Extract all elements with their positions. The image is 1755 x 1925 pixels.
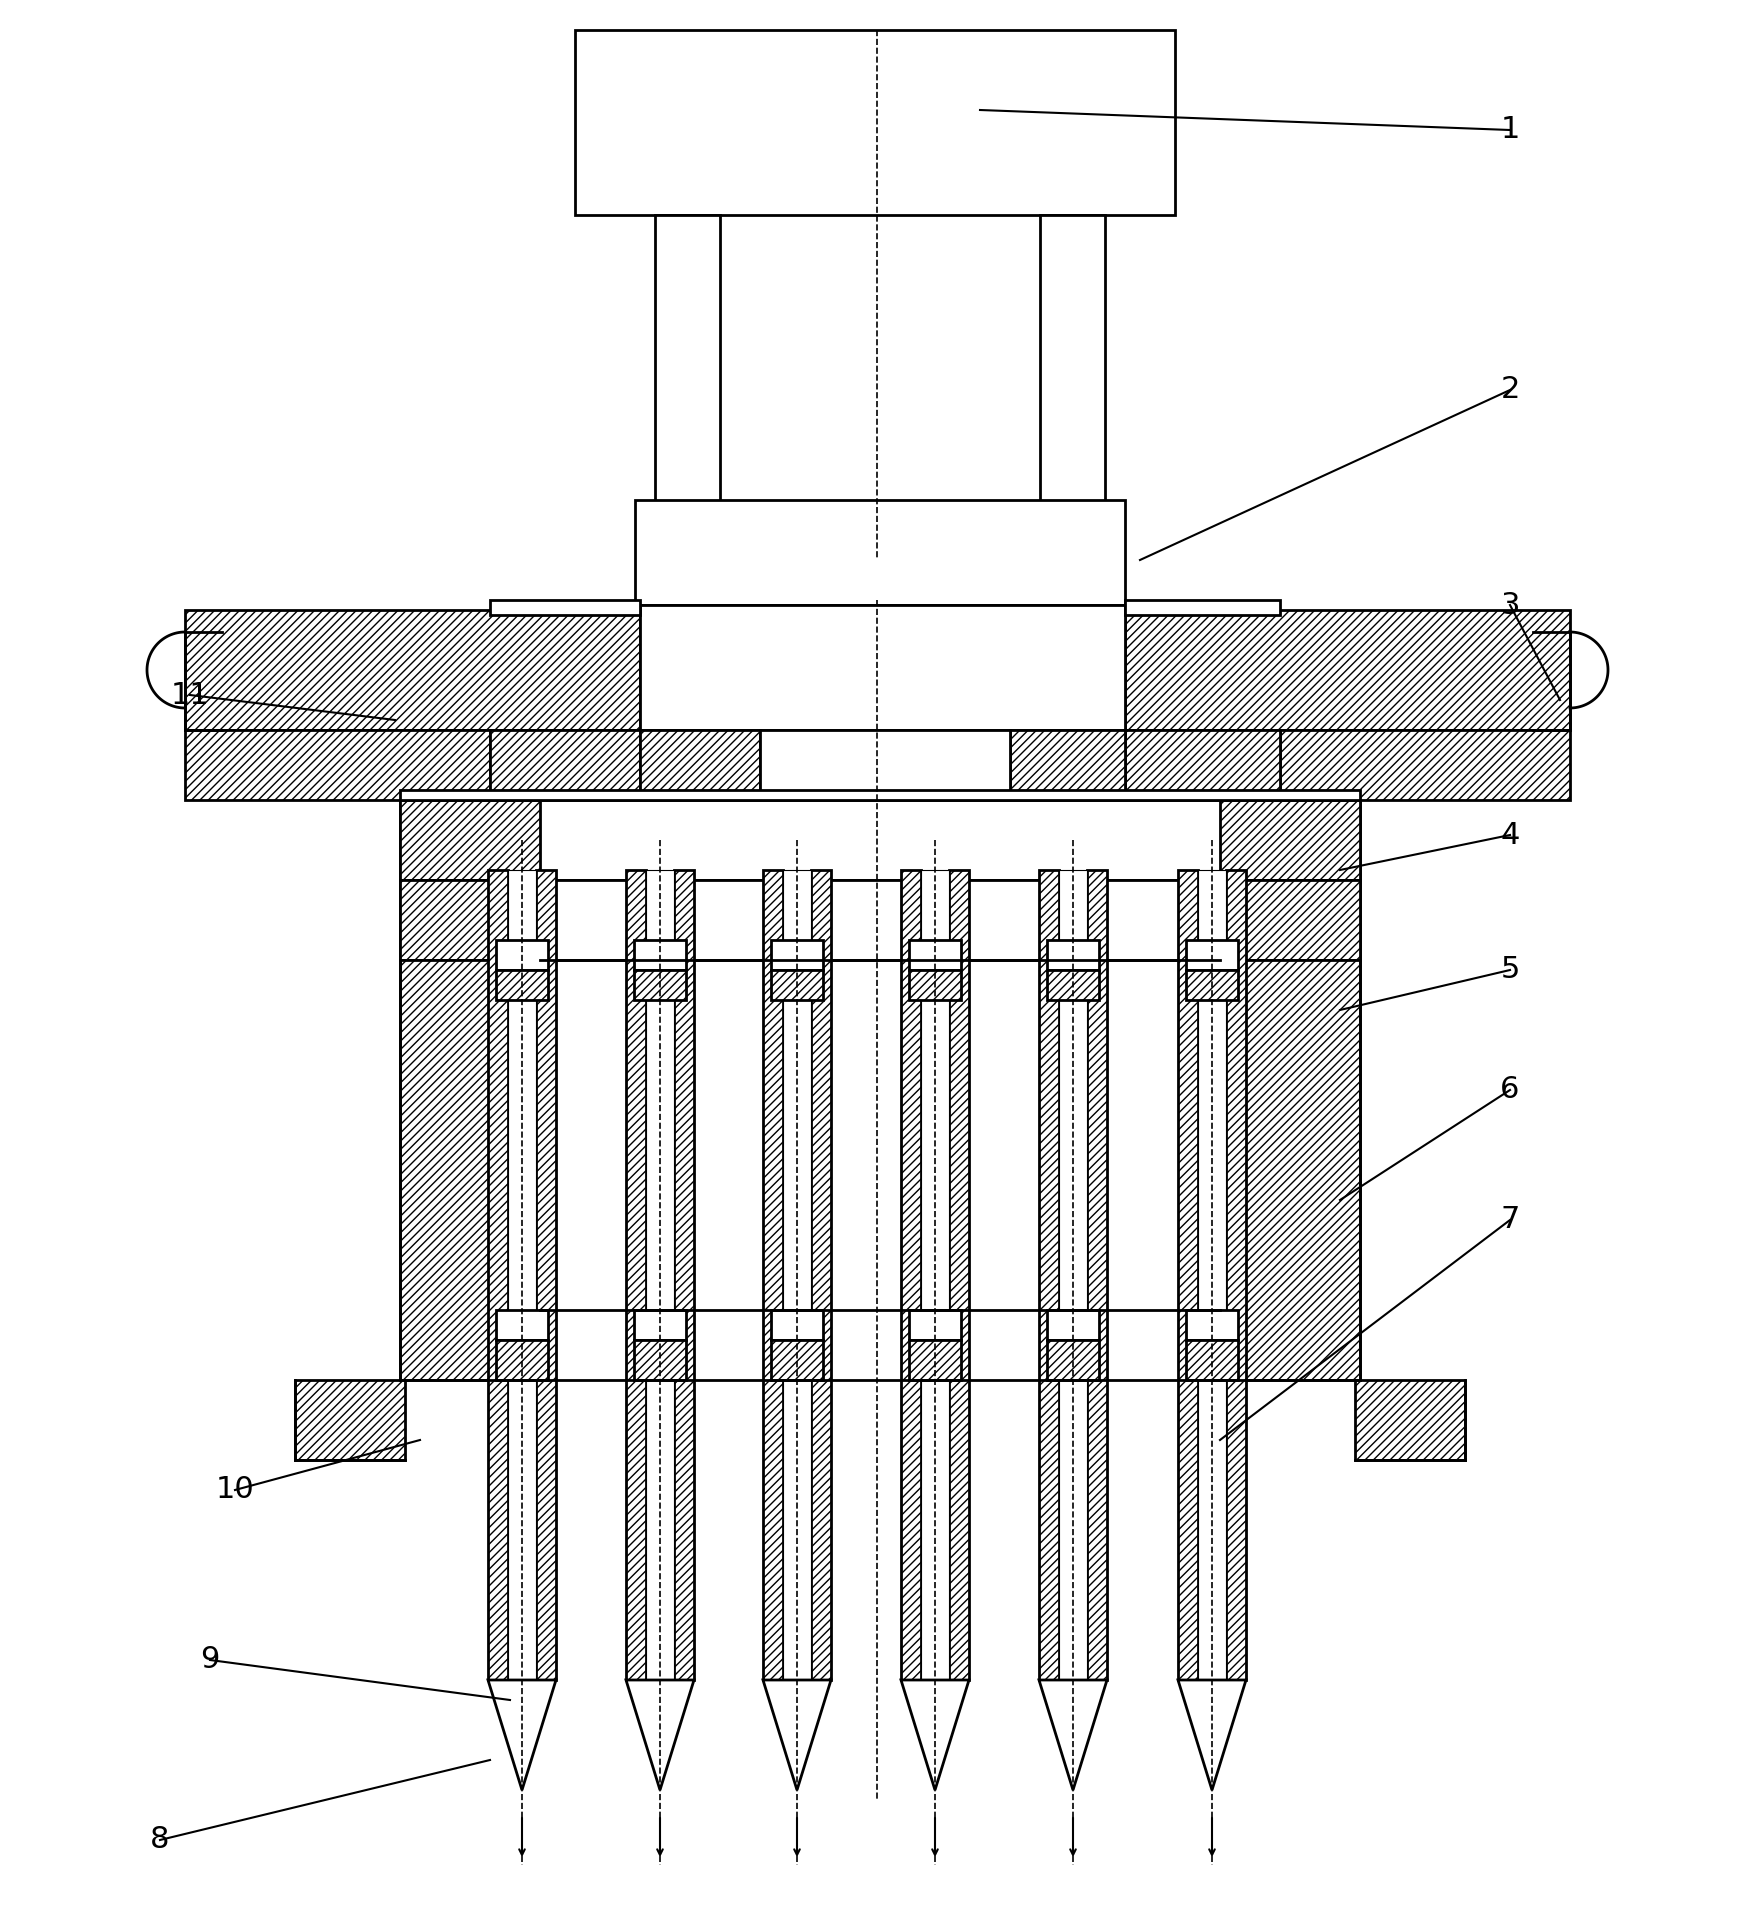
- Bar: [900, 870, 921, 1681]
- Bar: [400, 801, 541, 880]
- Polygon shape: [627, 1681, 693, 1790]
- Bar: [763, 870, 783, 1681]
- Bar: [497, 939, 548, 970]
- Bar: [1186, 970, 1237, 999]
- Bar: [1048, 1340, 1099, 1380]
- Bar: [490, 730, 641, 801]
- Bar: [634, 939, 686, 970]
- Text: 2: 2: [1501, 375, 1520, 404]
- Bar: [646, 870, 674, 1681]
- Bar: [1186, 1311, 1237, 1340]
- Bar: [400, 789, 1360, 801]
- Bar: [921, 870, 949, 1681]
- Bar: [1178, 870, 1199, 1681]
- Bar: [760, 730, 1009, 801]
- Bar: [1048, 939, 1099, 970]
- Bar: [497, 970, 548, 999]
- Polygon shape: [1178, 1681, 1246, 1790]
- Bar: [770, 970, 823, 999]
- Text: 8: 8: [151, 1825, 170, 1854]
- Text: 6: 6: [1501, 1076, 1520, 1105]
- Bar: [1058, 870, 1086, 1681]
- Bar: [811, 870, 832, 1681]
- Bar: [634, 1340, 686, 1380]
- Bar: [641, 604, 1125, 730]
- Text: 9: 9: [200, 1646, 219, 1675]
- Bar: [1355, 1380, 1465, 1459]
- Bar: [909, 970, 962, 999]
- Text: 10: 10: [216, 1475, 254, 1505]
- Bar: [400, 880, 1360, 961]
- Bar: [1125, 730, 1279, 801]
- Bar: [674, 870, 693, 1681]
- Text: 4: 4: [1501, 820, 1520, 849]
- Bar: [909, 939, 962, 970]
- Bar: [634, 1311, 686, 1340]
- Text: 1: 1: [1501, 116, 1520, 144]
- Bar: [1220, 880, 1360, 961]
- Polygon shape: [900, 1681, 969, 1790]
- Polygon shape: [1039, 1681, 1107, 1790]
- Bar: [1227, 870, 1246, 1681]
- Bar: [497, 1340, 548, 1380]
- Bar: [488, 870, 507, 1681]
- Bar: [1220, 961, 1360, 1380]
- Bar: [1086, 870, 1107, 1681]
- Bar: [755, 680, 1009, 745]
- Bar: [400, 880, 541, 961]
- Bar: [634, 970, 686, 999]
- Bar: [184, 610, 641, 730]
- Bar: [1048, 970, 1099, 999]
- Bar: [627, 870, 646, 1681]
- Bar: [655, 216, 720, 560]
- Bar: [1199, 870, 1227, 1681]
- Bar: [1125, 610, 1571, 730]
- Bar: [783, 870, 811, 1681]
- Bar: [1125, 601, 1279, 614]
- Text: 5: 5: [1501, 955, 1520, 984]
- Bar: [770, 1311, 823, 1340]
- Bar: [1048, 1311, 1099, 1340]
- Bar: [400, 961, 541, 1380]
- Bar: [1186, 939, 1237, 970]
- Bar: [706, 604, 1060, 680]
- Text: 11: 11: [170, 681, 209, 710]
- Bar: [497, 1311, 548, 1340]
- Bar: [770, 939, 823, 970]
- Bar: [770, 1340, 823, 1380]
- Bar: [1009, 730, 1125, 801]
- Text: 7: 7: [1501, 1205, 1520, 1234]
- Polygon shape: [763, 1681, 832, 1790]
- Bar: [490, 601, 641, 614]
- Bar: [1186, 1340, 1237, 1380]
- Bar: [909, 1340, 962, 1380]
- Bar: [1039, 870, 1058, 1681]
- Bar: [909, 1311, 962, 1340]
- Bar: [1041, 216, 1106, 560]
- Bar: [535, 870, 556, 1681]
- Bar: [1279, 730, 1571, 801]
- Bar: [1220, 801, 1360, 880]
- Bar: [400, 801, 1360, 880]
- Bar: [641, 730, 760, 801]
- Text: 3: 3: [1501, 591, 1520, 620]
- Polygon shape: [488, 1681, 556, 1790]
- Bar: [576, 31, 1176, 216]
- Bar: [184, 730, 490, 801]
- Bar: [507, 870, 535, 1681]
- Bar: [949, 870, 969, 1681]
- Bar: [635, 500, 1125, 604]
- Bar: [295, 1380, 405, 1459]
